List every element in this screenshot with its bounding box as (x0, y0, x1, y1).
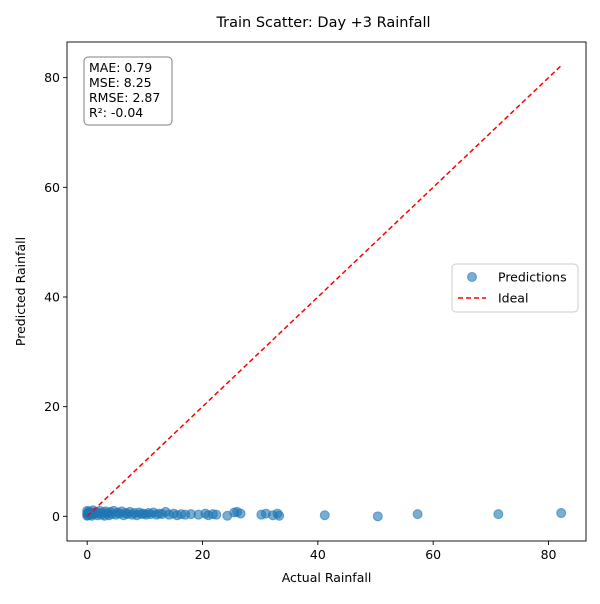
y-tick-label: 20 (44, 399, 60, 414)
prediction-point (319, 510, 330, 521)
y-axis-label: Predicted Rainfall (13, 237, 28, 346)
stats-box-frame (83, 56, 173, 126)
prediction-points (82, 505, 567, 522)
y-tick-label: 60 (44, 180, 60, 195)
y-axis-ticks: 0 20 40 60 80 (44, 70, 67, 524)
prediction-point (556, 508, 567, 519)
x-tick-label: 40 (310, 547, 326, 562)
plot-area-frame (66, 41, 587, 542)
y-tick-label: 0 (52, 509, 60, 524)
legend-marker-predictions (467, 272, 477, 282)
x-tick-label: 60 (425, 547, 441, 562)
chart-title: Train Scatter: Day +3 Rainfall (215, 15, 430, 31)
ideal-line-layer (86, 65, 562, 517)
prediction-point (412, 509, 423, 520)
stat-mse: MSE: 8.25 (89, 75, 152, 90)
y-tick-label: 80 (44, 70, 60, 85)
stat-rmse: RMSE: 2.87 (89, 90, 160, 105)
prediction-point (372, 511, 383, 522)
x-axis-label: Actual Rainfall (282, 570, 372, 585)
x-axis-ticks: 0 20 40 60 80 (83, 541, 557, 562)
ideal-line (86, 65, 562, 517)
legend: Predictions Ideal (451, 263, 579, 313)
legend-frame (451, 263, 579, 313)
x-tick-label: 80 (541, 547, 557, 562)
legend-label-predictions: Predictions (498, 270, 567, 285)
stats-box: MAE: 0.79 MSE: 8.25 RMSE: 2.87 R²: -0.04 (83, 56, 173, 126)
x-tick-label: 0 (83, 547, 91, 562)
stat-mae: MAE: 0.79 (89, 60, 152, 75)
prediction-point (211, 509, 222, 520)
prediction-point (235, 508, 246, 519)
stat-r2: R²: -0.04 (89, 105, 143, 120)
y-tick-label: 40 (44, 289, 60, 304)
x-tick-label: 20 (195, 547, 211, 562)
prediction-point (493, 509, 504, 520)
legend-label-ideal: Ideal (498, 291, 528, 306)
prediction-point (274, 510, 285, 521)
